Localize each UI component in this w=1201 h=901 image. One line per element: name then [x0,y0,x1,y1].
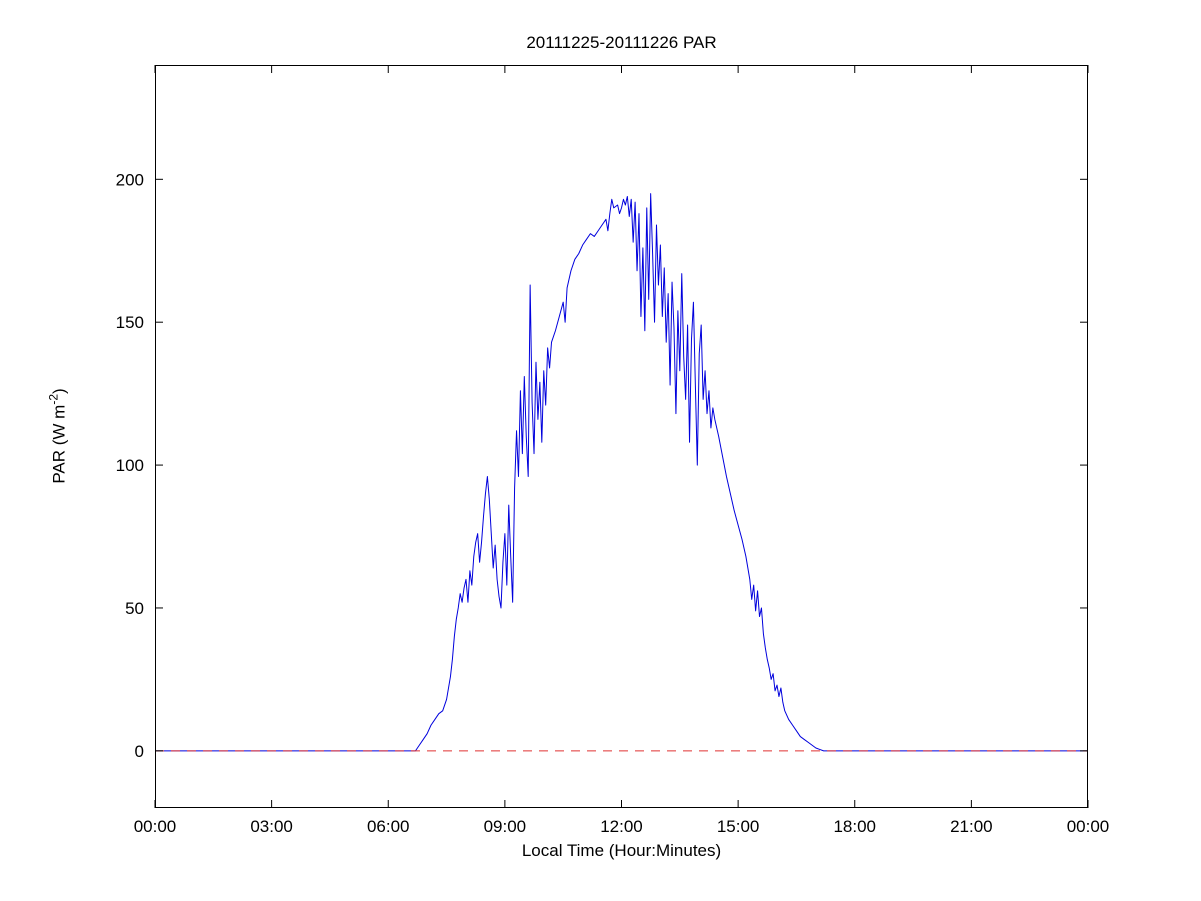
chart-title: 20111225-20111226 PAR [526,33,717,52]
y-axis-label: PAR (W m-2) [47,388,70,483]
par-series-line [155,193,1088,752]
x-tick-label: 09:00 [484,817,527,836]
x-tick-label: 12:00 [600,817,643,836]
x-tick-label: 15:00 [717,817,760,836]
x-tick-label: 00:00 [134,817,177,836]
y-tick-label: 50 [125,599,144,618]
y-tick-label: 150 [116,313,144,332]
x-tick-label: 06:00 [367,817,410,836]
y-tick-label: 200 [116,170,144,189]
axis-box [155,65,1088,808]
y-axis-label-superscript: -2 [46,393,61,405]
x-tick-label: 18:00 [833,817,876,836]
y-tick-label: 100 [116,456,144,475]
x-tick-label: 03:00 [250,817,293,836]
y-tick-label: 0 [135,742,144,761]
x-tick-label: 21:00 [950,817,993,836]
y-axis-label-text: PAR (W m [49,404,69,484]
x-axis-label: Local Time (Hour:Minutes) [521,841,722,860]
x-tick-label: 00:00 [1067,817,1110,836]
y-axis-label-suffix: ) [49,388,69,394]
